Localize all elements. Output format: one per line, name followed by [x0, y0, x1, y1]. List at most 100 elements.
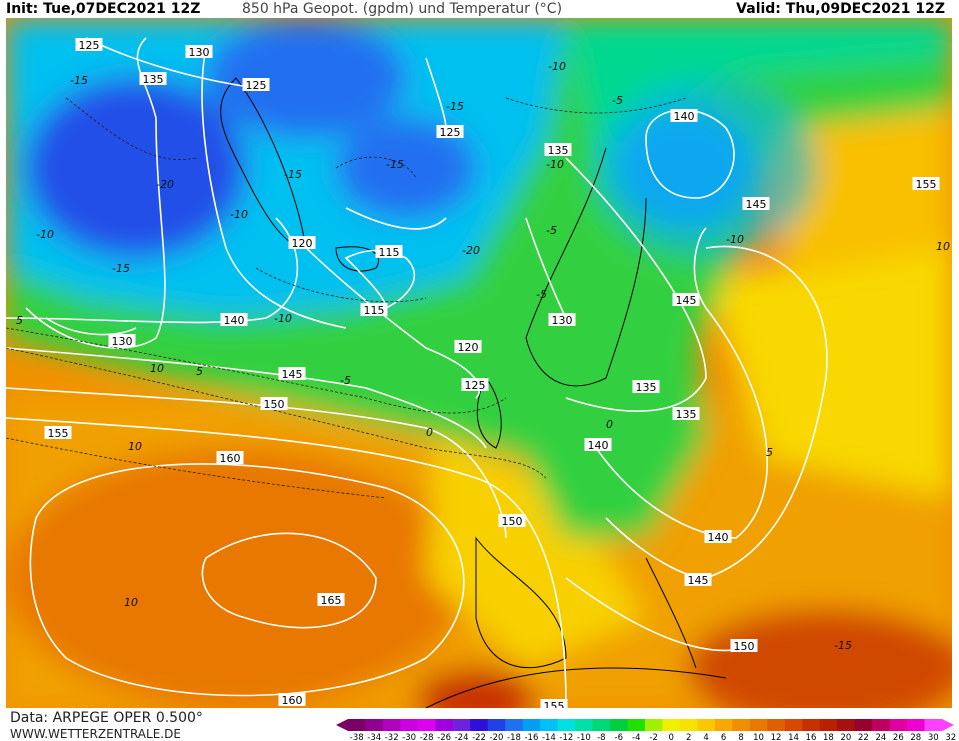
colorbar-swatch [470, 719, 489, 731]
geopotential-label: 115 [375, 245, 403, 259]
isotherm-m15 [65, 97, 417, 179]
temperature-label: 5 [16, 314, 23, 327]
geopotential-label: 140 [220, 313, 248, 327]
svg-text:150: 150 [502, 515, 523, 528]
weather-map: 125 130 135 125 140 145 135 125 120 115 115 130 140 1… [6, 18, 952, 708]
temperature-label: 10 [128, 440, 142, 453]
geopotential-label: 140 [584, 438, 612, 452]
svg-text:130: 130 [189, 46, 210, 59]
colorbar-tick-label: -34 [367, 733, 381, 740]
geopotential-label: 165 [317, 593, 345, 607]
colorbar-swatch [749, 719, 768, 731]
geopotential-label: 145 [684, 573, 712, 587]
colorbar-swatch [697, 719, 716, 731]
colorbar-swatch [802, 719, 821, 731]
coast-iceland [335, 246, 379, 272]
geopotential-label: 150 [498, 514, 526, 528]
colorbar-swatch [557, 719, 576, 731]
colorbar-tick-label: -28 [420, 733, 434, 740]
temperature-label: -20 [462, 244, 480, 257]
temperature-label: -10 [230, 208, 248, 221]
geopotential-label: 125 [436, 125, 464, 139]
temperature-label: 5 [196, 365, 203, 378]
svg-text:125: 125 [79, 39, 100, 52]
temperature-label: -5 [546, 224, 557, 237]
colorbar-swatch [645, 719, 663, 731]
colorbar-tick-label: 2 [686, 733, 691, 740]
svg-text:115: 115 [379, 246, 400, 259]
geopotential-label: 125 [75, 38, 103, 52]
colorbar-swatch [400, 719, 419, 731]
colorbar-swatch [732, 719, 751, 731]
colorbar-tick-label: -12 [559, 733, 573, 740]
colorbar-tick-label: 20 [840, 733, 851, 740]
geopotential-label: 145 [672, 293, 700, 307]
isohypse-160-loop [29, 463, 465, 697]
temperature-colorbar: -38 -34 -32 -30 -28 -26 -24 -22 -20 -18 -16 -14 -12-… [336, 719, 956, 740]
colorbar-swatch [889, 719, 908, 731]
colorbar-swatch [679, 719, 698, 731]
temperature-label: -5 [536, 288, 547, 301]
svg-text:140: 140 [224, 314, 245, 327]
isohypse-140 [6, 217, 769, 539]
svg-text:155: 155 [48, 427, 69, 440]
colorbar-swatch [452, 719, 471, 731]
colorbar-tick-label: -22 [472, 733, 486, 740]
website-credit: WWW.WETTERZENTRALE.DE [10, 727, 181, 741]
svg-text:160: 160 [220, 452, 241, 465]
data-source: Data: ARPEGE OPER 0.500° [10, 710, 203, 726]
temperature-label: -5 [340, 374, 351, 387]
svg-text:135: 135 [143, 73, 164, 86]
svg-text:140: 140 [588, 439, 609, 452]
colorbar-tick-label: 0 [668, 733, 673, 740]
colorbar-swatch [382, 719, 401, 731]
temp-lightgreen [566, 18, 952, 218]
temp-yellow-east [706, 248, 952, 498]
colorbar-tick-label: 18 [823, 733, 834, 740]
temp-yellow-north [776, 98, 952, 278]
svg-text:150: 150 [264, 398, 285, 411]
colorbar-swatch [837, 719, 856, 731]
temperature-label: 10 [124, 596, 138, 609]
geopotential-label: 125 [242, 78, 270, 92]
geopotential-label: 140 [670, 109, 698, 123]
colorbar-tick-label: 8 [738, 733, 743, 740]
colorbar-tick-label: 24 [875, 733, 886, 740]
coast-north-africa [425, 667, 727, 708]
geopotential-label: 160 [278, 693, 306, 707]
temperature-label: 10 [936, 240, 950, 253]
svg-text:135: 135 [676, 408, 697, 421]
geopotential-labels: 125 130 135 125 140 145 135 125 120 115 115 130 140 1… [44, 38, 940, 708]
colorbar-swatch [487, 719, 506, 731]
colorbar-tick-label: -30 [402, 733, 416, 740]
colorbar-swatch [505, 719, 524, 731]
svg-text:155: 155 [916, 178, 937, 191]
colorbar-tick-label: -26 [437, 733, 451, 740]
geopotential-label: 145 [742, 197, 770, 211]
geopotential-label: 130 [108, 334, 136, 348]
colorbar-swatch [348, 719, 366, 731]
valid-time: Valid: Thu,09DEC2021 12Z [736, 1, 945, 17]
temp-blue-greenland [26, 78, 246, 258]
colorbar-tick-label: 22 [858, 733, 869, 740]
svg-text:145: 145 [688, 574, 709, 587]
colorbar-tick-label: 28 [910, 733, 921, 740]
geopotential-label: 135 [632, 380, 660, 394]
svg-text:155: 155 [544, 700, 565, 708]
temperature-label: 0 [606, 418, 613, 431]
temperature-label: -20 [156, 178, 174, 191]
svg-text:140: 140 [708, 531, 729, 544]
geopotential-label: 155 [912, 177, 940, 191]
colorbar-tick-label: -4 [632, 733, 640, 740]
svg-text:115: 115 [364, 304, 385, 317]
geopotential-label: 160 [216, 451, 244, 465]
svg-text:130: 130 [112, 335, 133, 348]
geopotential-label: 145 [278, 367, 306, 381]
coast-greenland [220, 77, 307, 249]
temp-cyan-russia [596, 78, 816, 258]
isotherm-10 [6, 437, 387, 499]
temperature-label: -10 [726, 233, 744, 246]
svg-text:145: 145 [676, 294, 697, 307]
init-time: Init: Tue,07DEC2021 12Z [6, 1, 201, 17]
colorbar-tick-label: -18 [507, 733, 521, 740]
